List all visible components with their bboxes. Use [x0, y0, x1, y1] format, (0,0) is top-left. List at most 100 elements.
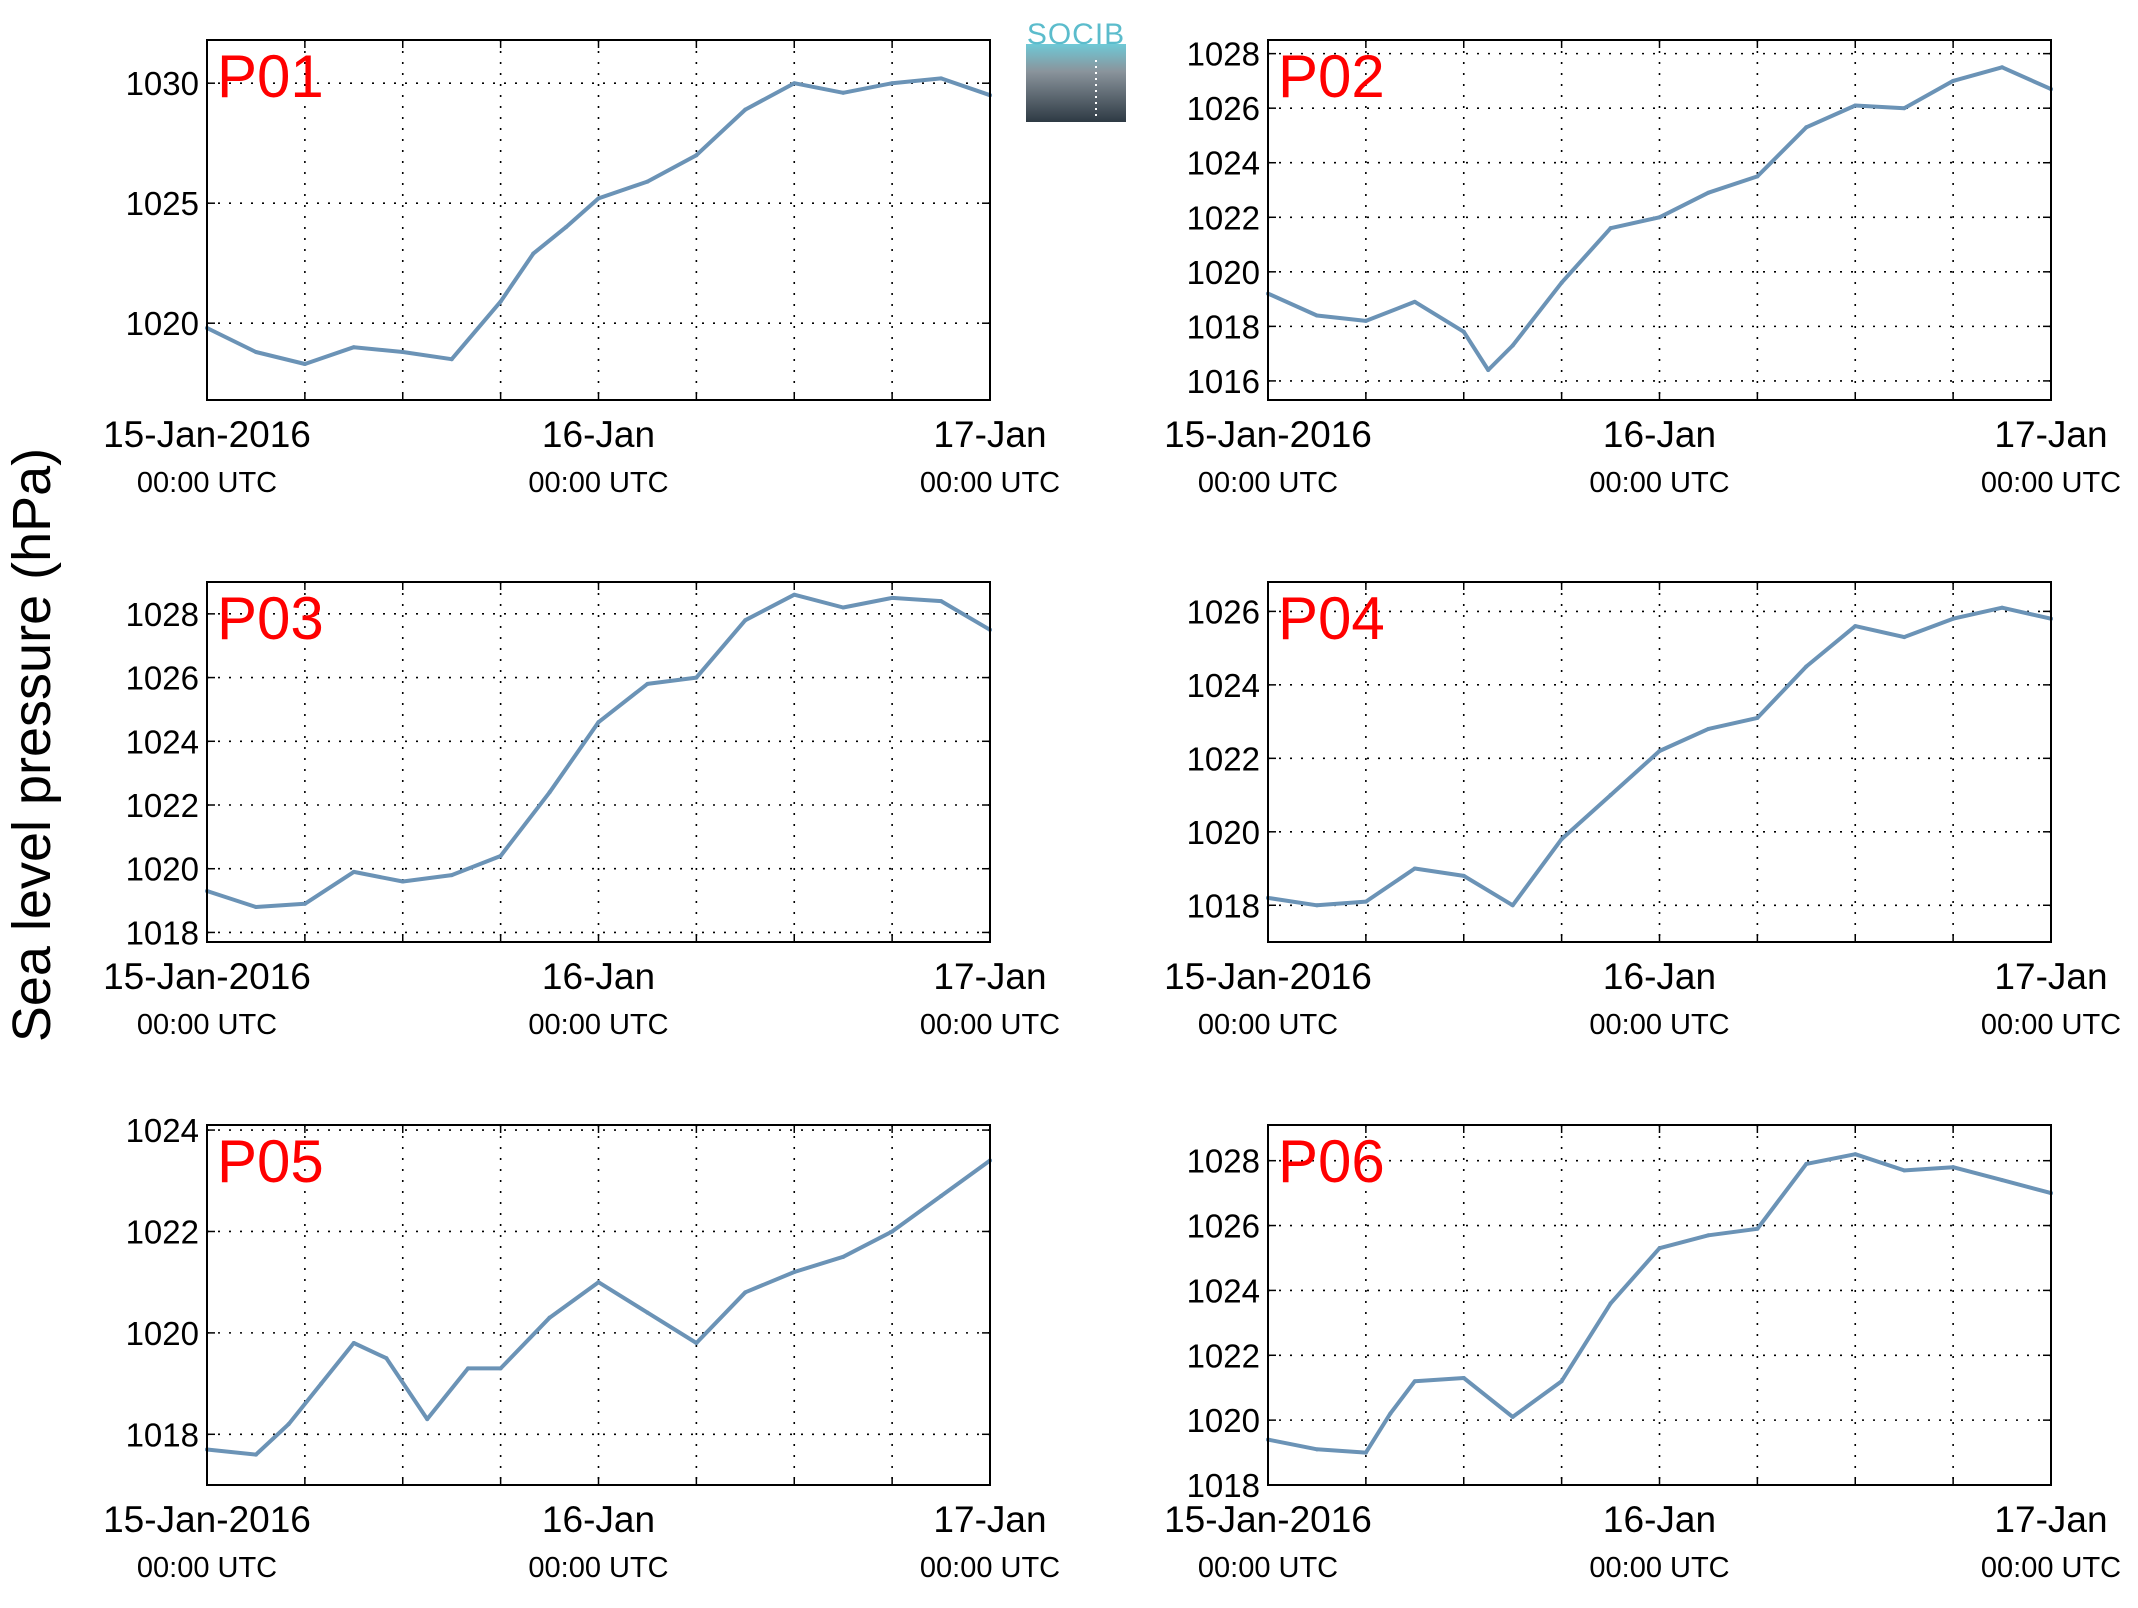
- x-tick-label: 17-Jan: [933, 1499, 1046, 1540]
- x-tick-label: 15-Jan-2016: [1164, 1499, 1372, 1540]
- data-point: [841, 90, 846, 95]
- data-point: [694, 153, 699, 158]
- data-point: [890, 81, 895, 86]
- data-point: [1559, 837, 1564, 842]
- data-point: [351, 1341, 356, 1346]
- data-point: [1706, 190, 1711, 195]
- x-tick-label: 15-Jan-2016: [103, 956, 311, 997]
- y-tick-label: 1024: [1187, 667, 1260, 704]
- y-axis-label: Sea level pressure (hPa): [2, 448, 62, 1042]
- panel-label: P04: [1278, 585, 1385, 652]
- data-point: [351, 345, 356, 350]
- data-point: [1853, 1152, 1858, 1157]
- data-point: [1755, 715, 1760, 720]
- chart-panel-p03: 1018 1020 1022 1024 1026 1028 15-Jan-2016 00:00…: [103, 581, 1060, 1041]
- y-tick-label: 1024: [126, 1112, 199, 1149]
- data-point: [841, 605, 846, 610]
- data-point: [841, 1254, 846, 1259]
- x-tick-sublabel: 00:00 UTC: [1198, 467, 1338, 499]
- data-point: [384, 1356, 389, 1361]
- data-point: [253, 904, 258, 909]
- data-point: [1657, 215, 1662, 220]
- data-point: [1363, 899, 1368, 904]
- panel-label: P02: [1278, 43, 1385, 110]
- x-tick-label: 16-Jan: [542, 956, 655, 997]
- data-point: [547, 1315, 552, 1320]
- y-tick-label: 1020: [1187, 814, 1260, 851]
- logo-box: [1026, 44, 1126, 122]
- pressure-series-line: [205, 592, 992, 909]
- y-tick-label: 1022: [1187, 740, 1260, 777]
- data-point: [645, 179, 650, 184]
- x-tick-sublabel: 00:00 UTC: [1981, 467, 2121, 499]
- x-tick-label: 15-Jan-2016: [103, 414, 311, 455]
- x-tick-label: 15-Jan-2016: [1164, 414, 1372, 455]
- data-point: [743, 618, 748, 623]
- data-point: [253, 1452, 258, 1457]
- data-point: [792, 592, 797, 597]
- data-point: [1853, 103, 1858, 108]
- data-point: [743, 1290, 748, 1295]
- data-point: [1486, 368, 1491, 372]
- data-point: [596, 1280, 601, 1285]
- data-point: [1388, 1411, 1393, 1416]
- data-point: [1951, 1165, 1956, 1170]
- data-point: [351, 869, 356, 874]
- data-point: [939, 599, 944, 604]
- chart-panel-p04: 1018 1020 1022 1024 1026 15-Jan-2016 00:00 UTC…: [1164, 581, 2121, 1041]
- data-point: [1657, 748, 1662, 753]
- data-point: [1608, 1301, 1613, 1306]
- data-point: [596, 196, 601, 201]
- x-tick-sublabel: 00:00 UTC: [137, 467, 277, 499]
- data-point: [547, 790, 552, 795]
- x-tick-label: 15-Jan-2016: [103, 1499, 311, 1540]
- x-tick-sublabel: 00:00 UTC: [1589, 1009, 1729, 1041]
- y-tick-label: 1018: [126, 1416, 199, 1453]
- data-point: [890, 1229, 895, 1234]
- data-point: [1412, 299, 1417, 304]
- y-tick-label: 1030: [126, 65, 199, 102]
- y-tick-label: 1026: [1187, 90, 1260, 127]
- x-tick-sublabel: 00:00 UTC: [528, 467, 668, 499]
- data-point: [1608, 793, 1613, 798]
- y-tick-label: 1026: [126, 660, 199, 697]
- x-tick-label: 17-Jan: [933, 414, 1046, 455]
- data-point: [1363, 318, 1368, 323]
- y-tick-label: 1026: [1187, 1208, 1260, 1245]
- data-point: [400, 350, 405, 354]
- data-point: [466, 1366, 470, 1371]
- data-point: [645, 681, 650, 686]
- y-tick-label: 1020: [1187, 1402, 1260, 1439]
- data-point: [1412, 1379, 1417, 1384]
- y-tick-label: 1018: [1187, 308, 1260, 345]
- logo-text: SOCIB: [1027, 18, 1125, 51]
- x-tick-sublabel: 00:00 UTC: [1198, 1552, 1338, 1584]
- y-tick-label: 1028: [1187, 36, 1260, 73]
- x-tick-label: 17-Jan: [1994, 1499, 2107, 1540]
- plot-frame: [206, 1124, 991, 1486]
- x-tick-label: 17-Jan: [1994, 956, 2107, 997]
- data-point: [1706, 1233, 1711, 1238]
- data-point: [939, 1193, 944, 1198]
- data-point: [449, 873, 454, 878]
- data-point: [1559, 280, 1564, 285]
- plot-frame: [1267, 39, 2052, 401]
- data-point: [319, 1381, 324, 1386]
- x-tick-label: 17-Jan: [1994, 414, 2107, 455]
- data-point: [302, 901, 307, 906]
- panels: 1020 1025 1030 15-Jan-2016 00:00 UTC 16-Jan 00…: [103, 36, 2121, 1584]
- data-point: [563, 225, 568, 230]
- data-point: [1314, 1447, 1319, 1452]
- y-tick-label: 1018: [126, 914, 199, 951]
- plot-frame: [1267, 581, 2052, 943]
- y-tick-label: 1028: [1187, 1143, 1260, 1180]
- data-point: [645, 1310, 650, 1315]
- data-point: [1902, 106, 1907, 111]
- x-tick-label: 15-Jan-2016: [1164, 956, 1372, 997]
- y-tick-label: 1024: [1187, 1272, 1260, 1309]
- data-point: [939, 76, 944, 81]
- y-tick-label: 1016: [1187, 363, 1260, 400]
- data-point: [792, 1270, 797, 1275]
- y-tick-label: 1018: [1187, 1467, 1260, 1504]
